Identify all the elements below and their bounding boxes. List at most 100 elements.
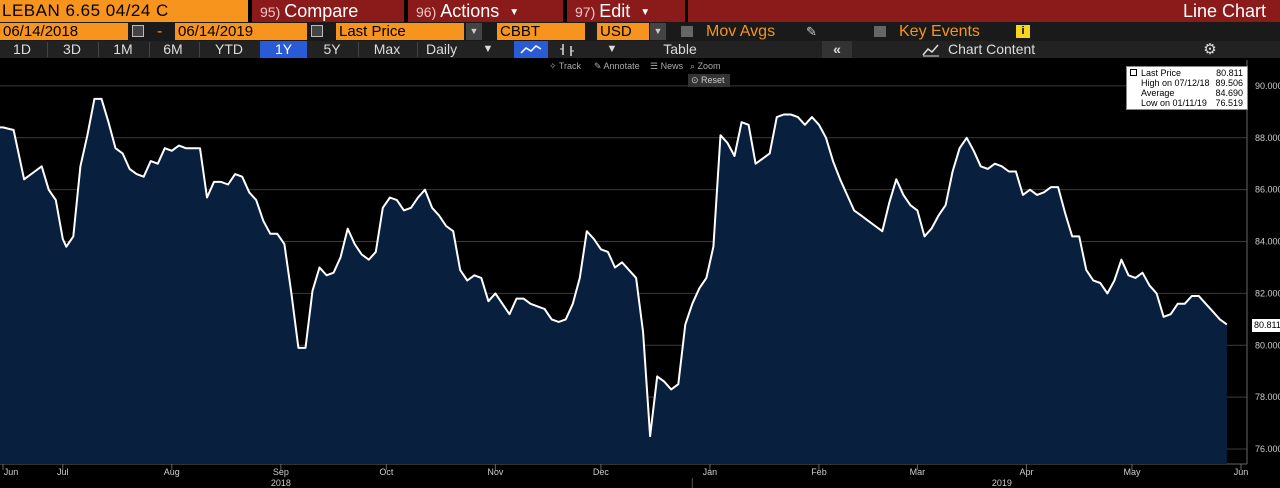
- toolbar: 1D 3D 1M 6M YTD 1Y 5Y Max Daily ▼ ▼ Tabl…: [0, 41, 1280, 58]
- range-ytd-button[interactable]: YTD: [215, 41, 243, 57]
- start-date-field[interactable]: 06/14/2018: [0, 23, 128, 40]
- divider: [199, 42, 200, 57]
- range-1y-button[interactable]: 1Y: [260, 41, 307, 58]
- table-button[interactable]: Table: [663, 41, 697, 57]
- security-ticker[interactable]: LEBAN 6.65 04/24 C: [0, 0, 248, 22]
- key-events-checkbox[interactable]: [874, 26, 886, 37]
- divider: [98, 42, 99, 57]
- x-tick-label: Mar: [910, 467, 926, 477]
- top-menu-bar: LEBAN 6.65 04/24 C 95) Compare 96) Actions…: [0, 0, 1280, 22]
- pencil-icon[interactable]: ✎: [806, 24, 817, 39]
- edit-button[interactable]: 97) Edit ▼: [567, 0, 685, 22]
- x-tick-label: Jul: [57, 467, 69, 477]
- legend-high-label: High on 07/12/18: [1141, 78, 1210, 88]
- x-tick-label: Jan: [703, 467, 718, 477]
- legend-average-value: 84.690: [1215, 88, 1243, 98]
- chart-legend: Last Price 80.811 High on 07/12/18 89.50…: [1126, 66, 1248, 110]
- divider: [417, 42, 418, 57]
- track-label: Track: [558, 61, 582, 71]
- price-line: [0, 97, 1228, 438]
- range-max-button[interactable]: Max: [373, 41, 401, 57]
- divider: [47, 42, 48, 57]
- y-tick-label: 80.000: [1255, 340, 1280, 350]
- chevron-down-icon[interactable]: ▼: [466, 23, 482, 40]
- chart-content-button[interactable]: Chart Content: [948, 41, 1036, 57]
- chart-content-icon: [920, 41, 942, 58]
- legend-last-price-value: 80.811: [1216, 68, 1243, 78]
- key-events-label: Key Events: [899, 23, 980, 40]
- x-tick-label: Apr: [1019, 467, 1033, 477]
- x-tick-label: Nov: [487, 467, 504, 477]
- year-label: 2019: [992, 478, 1012, 488]
- y-tick-label: 90.000: [1255, 81, 1280, 91]
- x-tick-label: Oct: [379, 467, 394, 477]
- actions-label: Actions: [440, 1, 500, 21]
- source-field[interactable]: CBBT: [497, 23, 585, 40]
- parameters-bar: 06/14/2018 - 06/14/2019 Last Price ▼ CBB…: [0, 22, 1280, 41]
- legend-checkbox[interactable]: [1130, 69, 1137, 76]
- y-tick-label: 76.000: [1255, 444, 1280, 454]
- compare-number: 95): [260, 4, 281, 20]
- end-date-field[interactable]: 06/14/2019: [175, 23, 307, 40]
- chart-area[interactable]: 76.000 78.000 80.000 82.000 84.000 86.000 88.0…: [0, 58, 1280, 488]
- calendar-icon[interactable]: [311, 25, 323, 37]
- last-price-badge: 80.811: [1252, 319, 1280, 332]
- zoom-label: Zoom: [697, 61, 721, 71]
- price-area: [0, 98, 1227, 465]
- y-tick-label: 88.000: [1255, 133, 1280, 143]
- calendar-icon[interactable]: [132, 25, 144, 37]
- mov-avgs-checkbox[interactable]: [681, 26, 693, 37]
- chevron-down-icon[interactable]: ▼: [606, 43, 618, 55]
- range-5y-button[interactable]: 5Y: [323, 41, 341, 57]
- date-range-dash: -: [157, 23, 163, 40]
- y-tick-label: 86.000: [1255, 185, 1280, 195]
- gear-icon[interactable]: ⚙: [1203, 41, 1217, 58]
- price-field-select[interactable]: Last Price: [336, 23, 464, 40]
- collapse-icon[interactable]: «: [822, 41, 852, 58]
- news-tool[interactable]: ☰ News: [650, 61, 684, 71]
- chevron-down-icon[interactable]: ▼: [650, 23, 666, 40]
- reset-label: Reset: [701, 75, 725, 85]
- reset-button[interactable]: ⊙ Reset: [688, 74, 730, 87]
- range-1m-button[interactable]: 1M: [113, 41, 133, 57]
- range-3d-button[interactable]: 3D: [63, 41, 81, 57]
- track-tool[interactable]: ✧ Track: [549, 61, 582, 71]
- x-tick-label: Jun: [4, 467, 19, 477]
- y-tick-label: 84.000: [1255, 237, 1280, 247]
- y-tick-label: 82.000: [1255, 288, 1280, 298]
- x-tick-label: Aug: [164, 467, 180, 477]
- line-chart-icon[interactable]: [514, 41, 548, 58]
- mov-avgs-label: Mov Avgs: [706, 23, 776, 40]
- news-label: News: [660, 61, 684, 71]
- edit-number: 97): [575, 4, 596, 20]
- frequency-select[interactable]: Daily: [426, 41, 458, 57]
- range-6m-button[interactable]: 6M: [163, 41, 183, 57]
- x-tick-label: Sep: [273, 467, 289, 477]
- zoom-tool[interactable]: ⌕ Zoom: [690, 61, 721, 71]
- chevron-down-icon: ▼: [509, 7, 520, 18]
- legend-low-value: 76.519: [1215, 98, 1243, 108]
- year-label: 2018: [271, 478, 291, 488]
- x-tick-label: May: [1123, 467, 1141, 477]
- currency-select[interactable]: USD: [597, 23, 649, 40]
- compare-button[interactable]: 95) Compare: [252, 0, 404, 22]
- annotate-label: Annotate: [603, 61, 640, 71]
- x-tick-label: Jun: [1234, 467, 1249, 477]
- x-tick-label: Feb: [811, 467, 827, 477]
- actions-button[interactable]: 96) Actions ▼: [408, 0, 563, 22]
- edit-label: Edit: [599, 1, 631, 21]
- legend-average-label: Average: [1141, 88, 1175, 98]
- chart-type-title: Line Chart: [1182, 1, 1266, 21]
- chevron-down-icon: ▼: [640, 7, 651, 18]
- actions-number: 96): [416, 4, 437, 20]
- chevron-down-icon[interactable]: ▼: [482, 43, 494, 55]
- price-chart[interactable]: 76.000 78.000 80.000 82.000 84.000 86.000 88.0…: [0, 58, 1280, 488]
- annotate-tool[interactable]: ✎ Annotate: [594, 61, 640, 71]
- legend-high-value: 89.506: [1215, 78, 1243, 88]
- legend-last-price-label: Last Price: [1141, 68, 1182, 78]
- range-1d-button[interactable]: 1D: [13, 41, 31, 57]
- y-tick-label: 78.000: [1255, 392, 1280, 402]
- bar-chart-icon[interactable]: [552, 41, 582, 58]
- legend-low-label: Low on 01/11/19: [1141, 98, 1207, 108]
- info-icon[interactable]: i: [1016, 25, 1030, 38]
